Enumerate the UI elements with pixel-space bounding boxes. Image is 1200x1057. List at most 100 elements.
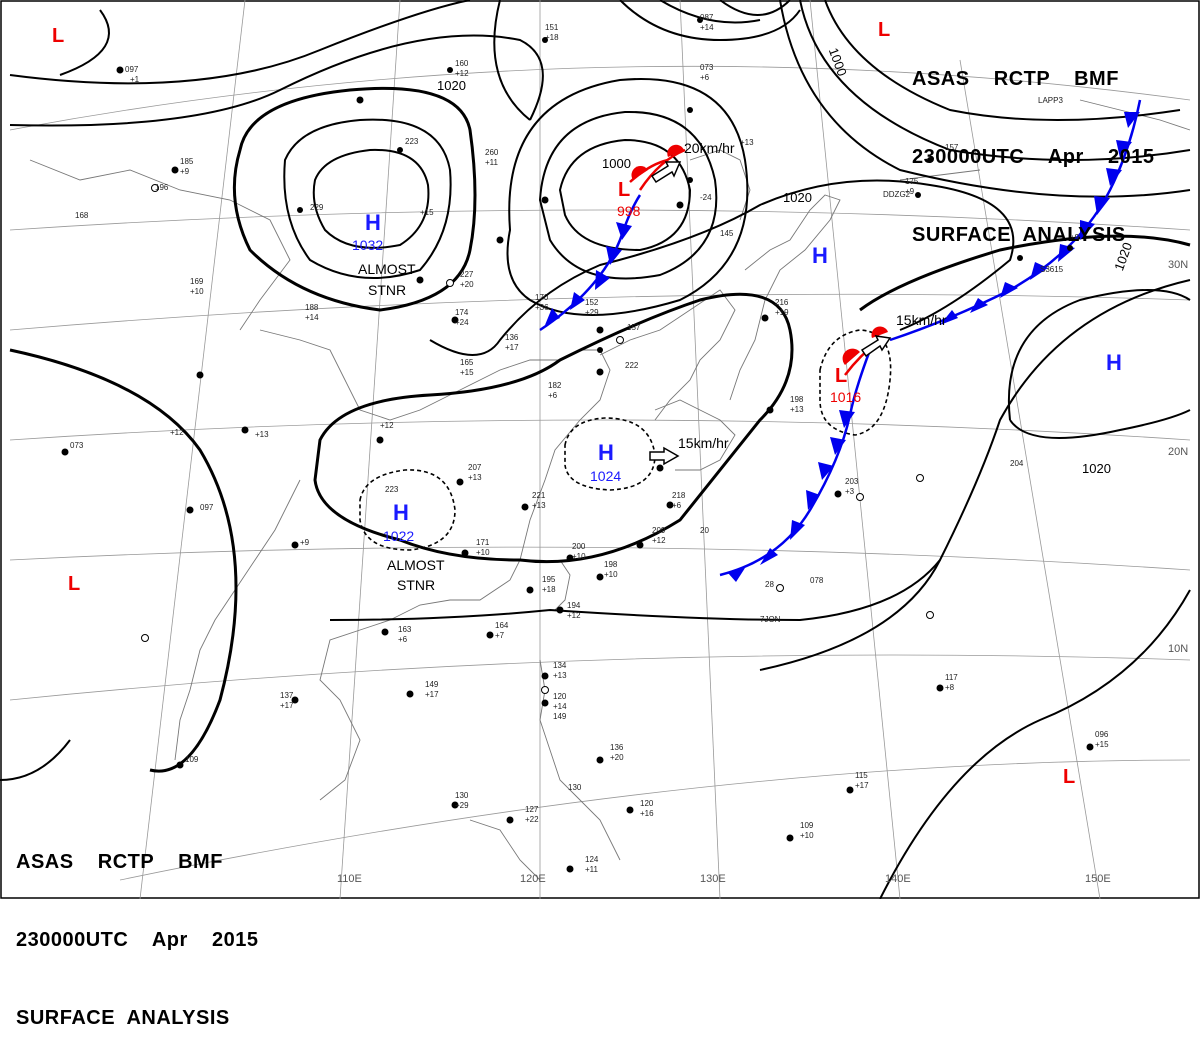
svg-text:+12: +12 [380, 421, 394, 430]
svg-text:198: 198 [604, 560, 618, 569]
svg-text:203: 203 [845, 477, 859, 486]
svg-text:+29: +29 [585, 308, 599, 317]
svg-text:+14: +14 [305, 313, 319, 322]
svg-text:-24: -24 [700, 193, 712, 202]
high-value-1024: 1024 [590, 468, 621, 484]
svg-text:174: 174 [455, 308, 469, 317]
svg-text:+17: +17 [280, 701, 294, 710]
svg-text:+24: +24 [455, 318, 469, 327]
svg-text:+1: +1 [130, 75, 140, 84]
svg-text:137: 137 [280, 691, 294, 700]
svg-text:136: 136 [610, 743, 624, 752]
ship-code: 7JON [760, 615, 781, 624]
svg-text:+17: +17 [425, 690, 439, 699]
svg-text:170: 170 [535, 293, 549, 302]
svg-text:+22: +22 [525, 815, 539, 824]
svg-text:+17: +17 [505, 343, 519, 352]
motion-label: 20km/hr [684, 140, 735, 156]
isobar-label: 1020 [437, 78, 466, 93]
svg-text:120: 120 [553, 692, 567, 701]
svg-text:+13: +13 [532, 501, 546, 510]
svg-text:209: 209 [652, 526, 666, 535]
isobar-label: 1020 [783, 190, 812, 205]
svg-text:073: 073 [700, 63, 714, 72]
svg-text:+10: +10 [800, 831, 814, 840]
high-center-1022: H [393, 500, 409, 525]
svg-text:165: 165 [460, 358, 474, 367]
stnr-note-line1: ALMOST [387, 557, 445, 573]
svg-text:+12: +12 [455, 69, 469, 78]
svg-text:+12: +12 [567, 611, 581, 620]
ship-codes: DDZG2 S3615 7JON LAPP3 [760, 96, 1064, 624]
svg-text:198: 198 [790, 395, 804, 404]
coastlines [29, 99, 1191, 881]
lat-label: 10N [1168, 643, 1188, 655]
svg-text:160: 160 [455, 59, 469, 68]
svg-text:096: 096 [1095, 730, 1109, 739]
svg-text:169: 169 [190, 277, 204, 286]
svg-text:+13: +13 [468, 473, 482, 482]
svg-text:087: 087 [700, 13, 714, 22]
stnr-note-line1: ALMOST [358, 261, 416, 277]
svg-text:216: 216 [775, 298, 789, 307]
svg-text:+10: +10 [476, 548, 490, 557]
ship-code: DDZG2 [883, 190, 911, 199]
lat-label: 30N [1168, 259, 1188, 271]
lon-label: 130E [700, 873, 726, 885]
svg-text:+16: +16 [640, 809, 654, 818]
svg-text:+10: +10 [190, 287, 204, 296]
lon-label: 120E [520, 873, 546, 885]
svg-text:20: 20 [700, 526, 709, 535]
svg-text:+9: +9 [905, 187, 915, 196]
high-value-1032: 1032 [352, 237, 383, 253]
longitude-labels: 110E 120E 130E 140E 150E [337, 873, 1111, 885]
ship-code: S3615 [1040, 265, 1064, 274]
stnr-note-line2: STNR [397, 577, 435, 593]
motion-labels: 20km/hr 15km/hr 15km/hr [678, 140, 947, 451]
svg-text:152: 152 [585, 298, 599, 307]
ship-code: LAPP3 [1038, 96, 1063, 105]
svg-text:+6: +6 [548, 391, 558, 400]
svg-text:124: 124 [585, 855, 599, 864]
svg-text:+9: +9 [1070, 233, 1080, 242]
low-center-1016: L [835, 365, 847, 387]
svg-text:+17: +17 [855, 781, 869, 790]
svg-text:195: 195 [542, 575, 556, 584]
svg-text:145: 145 [720, 229, 734, 238]
svg-text:+36: +36 [535, 303, 549, 312]
svg-text:260: 260 [485, 148, 499, 157]
svg-text:097: 097 [200, 503, 214, 512]
motion-label: 15km/hr [678, 435, 729, 451]
svg-text:097: 097 [125, 65, 139, 74]
svg-text:078: 078 [810, 576, 824, 585]
svg-text:168: 168 [75, 211, 89, 220]
svg-text:227: 227 [460, 270, 474, 279]
svg-text:196: 196 [155, 183, 169, 192]
header-bottom-left: ASAS RCTP BMF 230000UTC Apr 2015 SURFACE… [16, 797, 259, 1057]
svg-text:134: 134 [553, 661, 567, 670]
svg-text:+13: +13 [255, 430, 269, 439]
svg-text:218: 218 [672, 491, 686, 500]
low-center: L [878, 19, 890, 41]
isobar-label: 1000 [602, 156, 631, 171]
svg-text:+13: +13 [553, 671, 567, 680]
latitude-labels: 30N 20N 10N [1168, 259, 1188, 655]
motion-arrows [649, 161, 892, 466]
svg-text:+18: +18 [542, 585, 556, 594]
header-line3: SURFACE ANALYSIS [16, 1007, 230, 1029]
stationary-notes: ALMOST STNR ALMOST STNR [358, 261, 445, 593]
svg-text:229: 229 [310, 203, 324, 212]
svg-text:+14: +14 [553, 702, 567, 711]
svg-text:221: 221 [532, 491, 546, 500]
svg-text:109: 109 [800, 821, 814, 830]
svg-text:+15: +15 [1095, 740, 1109, 749]
svg-text:163: 163 [398, 625, 412, 634]
svg-text:+18: +18 [545, 33, 559, 42]
header-line2: 230000UTC Apr 2015 [912, 146, 1155, 168]
svg-text:+6: +6 [672, 501, 682, 510]
stnr-note-line2: STNR [368, 282, 406, 298]
svg-text:+6: +6 [398, 635, 408, 644]
svg-text:149: 149 [425, 680, 439, 689]
svg-text:+10: +10 [572, 552, 586, 561]
svg-text:+11: +11 [485, 158, 499, 167]
